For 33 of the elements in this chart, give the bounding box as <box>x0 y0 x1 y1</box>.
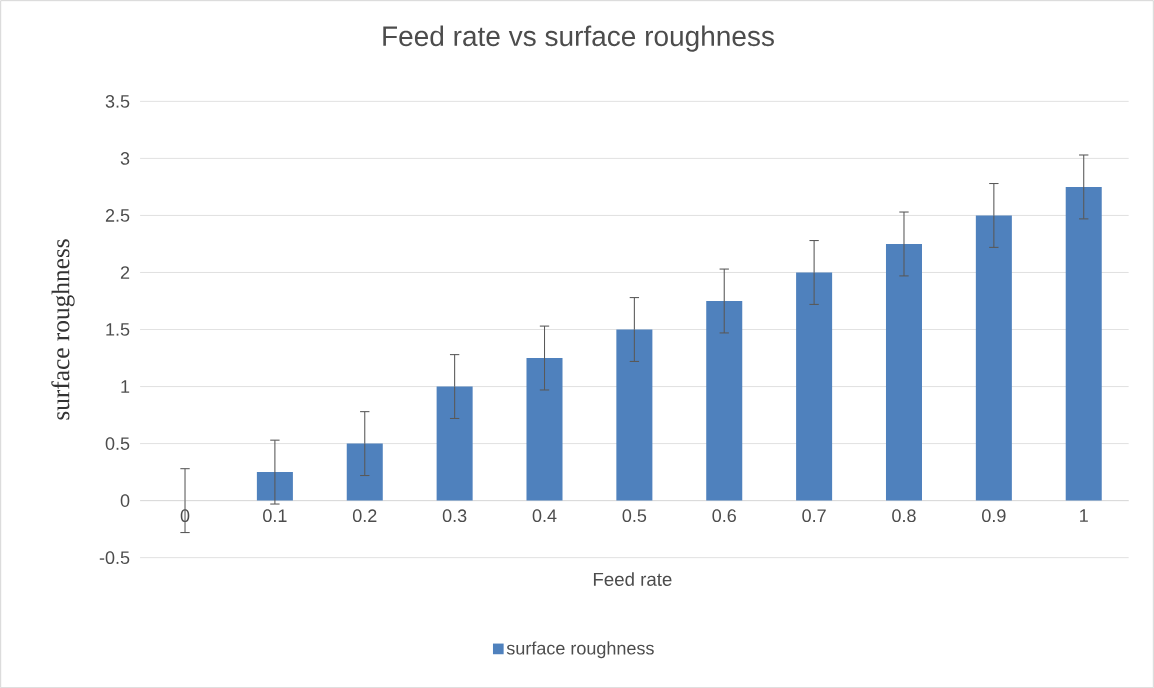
x-tick-label: 0.2 <box>352 509 377 522</box>
y-tick-label: 2 <box>120 266 130 279</box>
bar <box>1065 186 1102 501</box>
x-tick-label: 0.5 <box>622 509 647 522</box>
x-tick-label: 0 <box>180 509 190 522</box>
y-tick-label: 1.5 <box>106 323 130 336</box>
x-tick-label: 0.4 <box>532 509 557 522</box>
y-tick-label: 3.5 <box>105 94 130 108</box>
y-tick-label: 3 <box>120 151 130 165</box>
bar <box>616 329 653 501</box>
y-tick-label: 2.5 <box>105 208 130 222</box>
legend-label: surface roughness <box>506 641 654 658</box>
y-tick-label: 0 <box>120 494 130 507</box>
x-tick-label: 0.8 <box>892 509 916 522</box>
x-tick-label: 0.9 <box>982 509 1006 522</box>
x-tick-label: 0.6 <box>712 509 736 522</box>
y-tick-label: 0.5 <box>105 437 130 450</box>
x-tick-label: 0.3 <box>442 509 467 522</box>
bar <box>706 300 743 501</box>
bar <box>436 386 473 501</box>
chart-title: Feed rate vs surface roughness <box>383 25 774 52</box>
bar <box>526 357 563 501</box>
bar <box>885 243 922 501</box>
y-tick-label: -0.5 <box>99 551 130 564</box>
x-tick-label: 0.7 <box>802 509 826 522</box>
y-axis-title: surface roughness <box>51 239 75 420</box>
bar <box>975 215 1012 501</box>
x-tick-label: 1 <box>1080 509 1088 522</box>
bar <box>256 471 293 501</box>
bar <box>796 272 833 501</box>
x-axis-title: Feed rate <box>593 572 672 586</box>
x-tick-label: 0.1 <box>263 509 287 522</box>
y-tick-label: 1 <box>121 380 130 393</box>
